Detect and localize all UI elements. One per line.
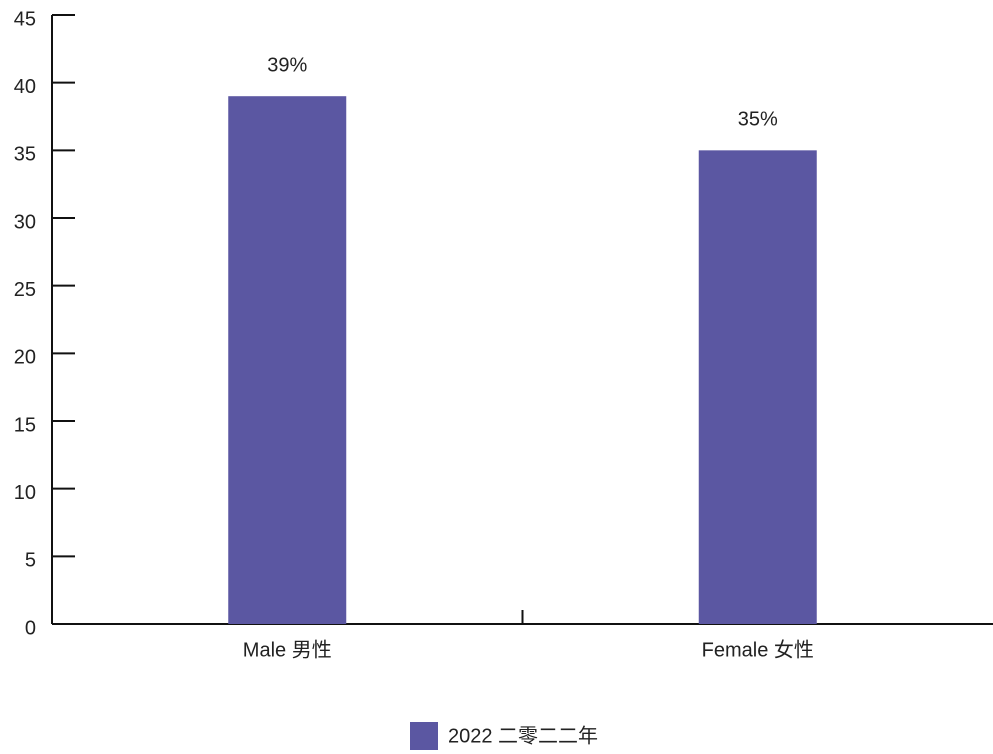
y-tick-label: 0 [25,617,36,639]
data-label: 35% [738,109,778,131]
data-label: 39% [267,54,307,76]
y-tick-label: 35 [14,144,36,166]
bar [228,96,347,624]
y-tick-label: 10 [14,482,36,504]
y-tick-label: 40 [14,76,36,98]
y-tick-label: 25 [14,279,36,301]
y-tick-label: 5 [25,550,36,572]
y-tick-label: 20 [14,347,36,369]
y-tick-label: 30 [14,211,36,233]
x-tick-label: Male 男性 [243,638,332,661]
bar [698,150,817,625]
legend-label: 2022 二零二二年 [448,724,598,747]
y-tick-label: 15 [14,414,36,436]
y-tick-label: 45 [14,8,36,30]
legend-swatch [410,722,438,750]
x-tick-label: Female 女性 [702,638,814,661]
